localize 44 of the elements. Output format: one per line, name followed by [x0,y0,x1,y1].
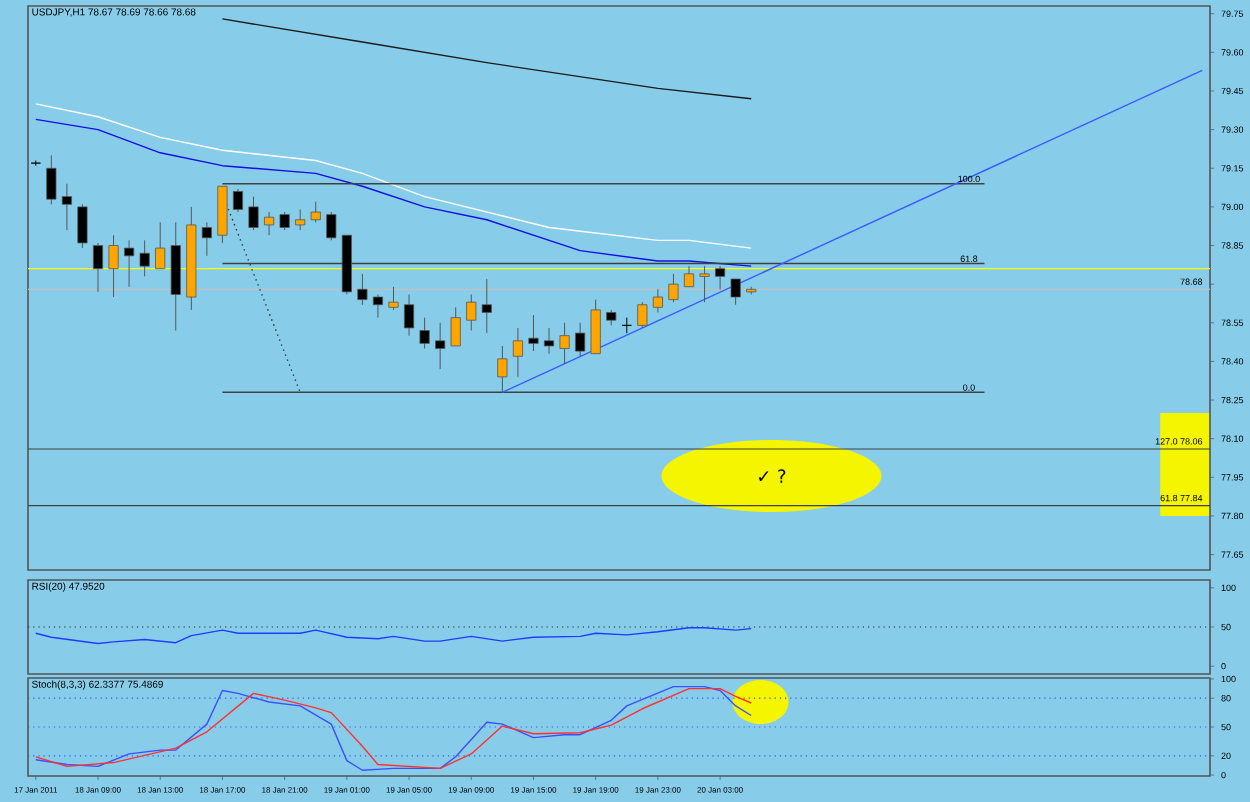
candlestick [139,239,150,277]
candlestick [699,265,710,303]
candlestick [61,183,72,231]
candlestick [652,288,663,313]
candlestick [715,265,726,290]
candlestick [372,293,384,319]
candlestick [481,278,492,334]
candlestick [637,301,648,329]
candlestick [46,154,57,205]
candlestick [559,322,570,365]
candlestick [528,314,539,352]
candlestick [201,221,212,257]
line-series [221,18,752,100]
candlestick [621,317,632,334]
candlestick [543,327,555,355]
candlestick [403,293,415,337]
candlestick [357,273,368,306]
candlestick [730,278,741,306]
candlestick [435,322,446,370]
candlestick [77,203,88,249]
candlestick [108,234,119,298]
candlestick [326,211,337,241]
line-series [35,627,752,645]
candlestick [310,201,321,223]
candlestick [497,345,508,393]
candlestick [450,306,461,347]
candlestick [264,211,275,236]
annotation: ✓ ? [759,469,786,483]
line-series [35,118,752,267]
candlestick [295,208,306,231]
candlestick [124,239,135,288]
candlestick [668,273,679,303]
candlestick [575,322,586,357]
candlestick [512,327,523,378]
candlestick [155,221,166,270]
candlestick [232,188,244,213]
candlestick [590,299,601,355]
candlestick [248,196,259,231]
candlestick [279,211,290,231]
candlestick [683,265,695,288]
candlestick [466,293,477,332]
candlestick [92,242,104,293]
candlestick [388,286,399,311]
candlestick [419,317,430,350]
